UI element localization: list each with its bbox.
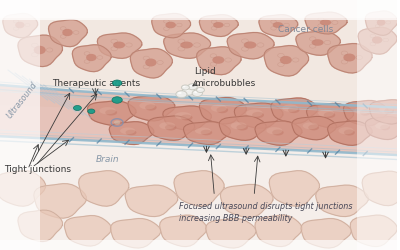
Ellipse shape	[126, 130, 136, 135]
Polygon shape	[18, 210, 62, 242]
Ellipse shape	[312, 39, 324, 46]
Polygon shape	[174, 171, 224, 206]
Polygon shape	[109, 122, 154, 144]
Polygon shape	[306, 104, 354, 128]
Polygon shape	[128, 96, 175, 121]
Ellipse shape	[231, 122, 247, 129]
Ellipse shape	[244, 42, 256, 48]
Polygon shape	[72, 45, 111, 72]
Polygon shape	[130, 48, 172, 78]
Circle shape	[192, 90, 202, 96]
Polygon shape	[301, 218, 351, 248]
Polygon shape	[296, 31, 340, 55]
Text: Ultrasound: Ultrasound	[5, 80, 39, 120]
Polygon shape	[328, 44, 372, 73]
Polygon shape	[234, 103, 283, 128]
Circle shape	[198, 88, 200, 90]
Text: Brain: Brain	[95, 156, 119, 164]
Polygon shape	[0, 85, 397, 155]
Polygon shape	[362, 171, 400, 206]
Bar	[357, 0, 397, 250]
Polygon shape	[148, 116, 195, 140]
Ellipse shape	[213, 22, 224, 28]
Polygon shape	[152, 14, 190, 38]
Text: Tight junctions: Tight junctions	[4, 166, 71, 174]
Ellipse shape	[145, 58, 156, 66]
Polygon shape	[48, 20, 87, 47]
Polygon shape	[97, 33, 142, 58]
Polygon shape	[271, 98, 318, 124]
Ellipse shape	[195, 128, 211, 134]
Circle shape	[88, 109, 95, 114]
Ellipse shape	[266, 127, 282, 134]
Ellipse shape	[86, 54, 96, 61]
Ellipse shape	[380, 125, 390, 130]
Circle shape	[176, 91, 187, 98]
Polygon shape	[0, 171, 46, 206]
Polygon shape	[344, 100, 388, 126]
Ellipse shape	[105, 110, 117, 116]
Ellipse shape	[236, 124, 248, 130]
Polygon shape	[164, 33, 210, 58]
Bar	[0, 0, 40, 250]
Ellipse shape	[113, 42, 125, 48]
Circle shape	[185, 88, 189, 91]
Ellipse shape	[165, 124, 176, 130]
Circle shape	[194, 91, 198, 93]
Polygon shape	[206, 218, 256, 248]
Ellipse shape	[354, 107, 370, 114]
Polygon shape	[3, 14, 38, 38]
Ellipse shape	[308, 124, 319, 130]
Circle shape	[190, 85, 193, 87]
Ellipse shape	[273, 22, 283, 28]
Ellipse shape	[252, 112, 264, 118]
Ellipse shape	[384, 108, 394, 114]
Polygon shape	[184, 122, 230, 144]
Ellipse shape	[324, 112, 335, 118]
Circle shape	[114, 120, 120, 124]
Polygon shape	[255, 121, 302, 145]
Polygon shape	[255, 215, 302, 246]
Polygon shape	[34, 184, 86, 218]
Ellipse shape	[99, 107, 116, 114]
Polygon shape	[259, 15, 298, 36]
Bar	[0, 0, 397, 18]
Polygon shape	[358, 27, 397, 54]
Polygon shape	[88, 101, 136, 125]
Polygon shape	[269, 171, 319, 206]
Circle shape	[196, 88, 204, 92]
Ellipse shape	[360, 110, 371, 116]
Circle shape	[74, 106, 81, 110]
Ellipse shape	[343, 54, 355, 62]
Ellipse shape	[379, 106, 393, 113]
Bar	[0, 0, 397, 20]
Text: Cancer cells: Cancer cells	[278, 26, 333, 35]
Ellipse shape	[216, 107, 228, 113]
Ellipse shape	[282, 104, 298, 112]
Ellipse shape	[272, 130, 284, 136]
Polygon shape	[196, 47, 241, 75]
Ellipse shape	[139, 102, 156, 110]
Ellipse shape	[180, 42, 193, 48]
Polygon shape	[125, 185, 178, 216]
Polygon shape	[292, 116, 336, 140]
Text: Focused ultrasound disrupts tight junctions
increasing BBB permeability: Focused ultrasound disrupts tight juncti…	[179, 202, 352, 223]
Polygon shape	[350, 215, 397, 246]
Ellipse shape	[318, 110, 334, 117]
Circle shape	[183, 86, 186, 87]
Polygon shape	[160, 215, 206, 246]
Ellipse shape	[303, 122, 318, 129]
Circle shape	[188, 84, 197, 90]
Ellipse shape	[15, 22, 24, 28]
Ellipse shape	[212, 56, 224, 64]
Text: Lipid
microbubbles: Lipid microbubbles	[194, 68, 256, 87]
Ellipse shape	[377, 19, 386, 26]
Ellipse shape	[288, 107, 300, 113]
Polygon shape	[199, 98, 246, 124]
Ellipse shape	[338, 127, 354, 134]
Polygon shape	[220, 184, 273, 218]
Polygon shape	[316, 185, 368, 216]
Polygon shape	[365, 11, 398, 35]
Ellipse shape	[159, 122, 175, 129]
